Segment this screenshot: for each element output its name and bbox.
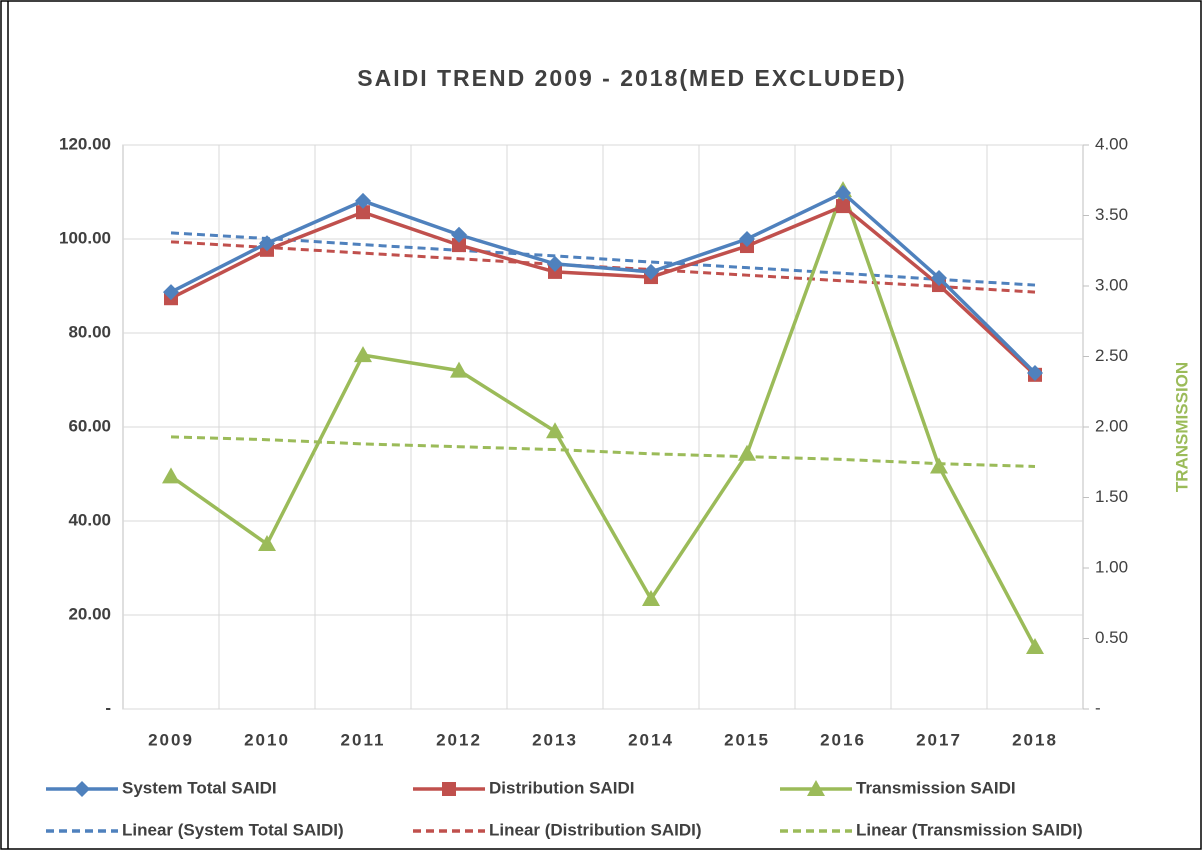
marker <box>451 226 467 243</box>
legend-marker <box>442 782 456 796</box>
x-tick-label: 2009 <box>148 730 194 749</box>
legend-marker <box>807 780 825 796</box>
marker <box>259 235 275 252</box>
marker <box>258 535 276 552</box>
marker <box>356 205 370 220</box>
series-line <box>169 184 1037 648</box>
legend-label: Linear (Distribution SAIDI) <box>489 820 702 839</box>
x-tick-label: 2010 <box>244 730 290 749</box>
y-tick-label: - <box>105 698 111 717</box>
x-tick-label: 2016 <box>820 730 866 749</box>
marker <box>450 361 468 378</box>
x-tick-label: 2011 <box>341 730 386 749</box>
marker <box>162 467 180 484</box>
marker <box>1026 637 1044 654</box>
x-tick-label: 2014 <box>628 730 674 749</box>
trend-line <box>170 435 1036 468</box>
marker <box>930 457 948 474</box>
marker <box>739 231 755 247</box>
y2-tick-label: 2.50 <box>1095 346 1128 365</box>
y2-tick-label: 1.00 <box>1095 557 1128 576</box>
marker <box>1027 364 1043 381</box>
y2-tick-label: 3.00 <box>1095 275 1128 294</box>
series-line <box>170 204 1037 377</box>
legend-label: Distribution SAIDI <box>489 778 634 797</box>
marker <box>547 255 563 272</box>
legend-marker <box>74 781 90 797</box>
y2-tick-label: 4.00 <box>1095 134 1128 153</box>
y-tick-label: 40.00 <box>68 510 111 529</box>
x-tick-label: 2017 <box>916 730 962 749</box>
legend-label: Linear (Transmission SAIDI) <box>856 820 1083 839</box>
marker <box>355 192 371 209</box>
y2-tick-label: - <box>1095 698 1101 717</box>
y2-tick-label: 2.00 <box>1095 416 1128 435</box>
marker <box>836 199 850 214</box>
legend-label: Transmission SAIDI <box>856 778 1016 797</box>
y2-tick-label: 1.50 <box>1095 487 1128 506</box>
x-tick-label: 2018 <box>1012 730 1058 749</box>
marker <box>643 263 659 280</box>
x-tick-label: 2012 <box>436 730 482 749</box>
y2-tick-label: 3.50 <box>1095 205 1128 224</box>
marker <box>163 284 179 301</box>
y2-axis-label: TRANSMISSION <box>1172 362 1191 492</box>
marker <box>452 238 466 253</box>
series-line <box>170 190 1037 375</box>
y-tick-label: 80.00 <box>68 322 111 341</box>
legend-label: Linear (System Total SAIDI) <box>122 820 344 839</box>
y-tick-label: 120.00 <box>59 134 111 153</box>
marker <box>546 422 564 439</box>
marker <box>642 590 660 607</box>
marker <box>354 346 372 363</box>
x-tick-label: 2013 <box>532 730 578 749</box>
marker <box>835 184 851 201</box>
legend-label: System Total SAIDI <box>122 778 277 797</box>
y2-tick-label: 0.50 <box>1095 628 1128 647</box>
y-tick-label: 60.00 <box>68 416 111 435</box>
marker <box>931 270 947 287</box>
y-tick-label: 20.00 <box>68 604 111 623</box>
x-tick-label: 2015 <box>724 730 770 749</box>
marker <box>738 444 756 461</box>
chart-title: SAIDI TREND 2009 - 2018(MED EXCLUDED) <box>357 65 906 91</box>
y-tick-label: 100.00 <box>59 228 111 247</box>
trend-line <box>170 231 1036 287</box>
